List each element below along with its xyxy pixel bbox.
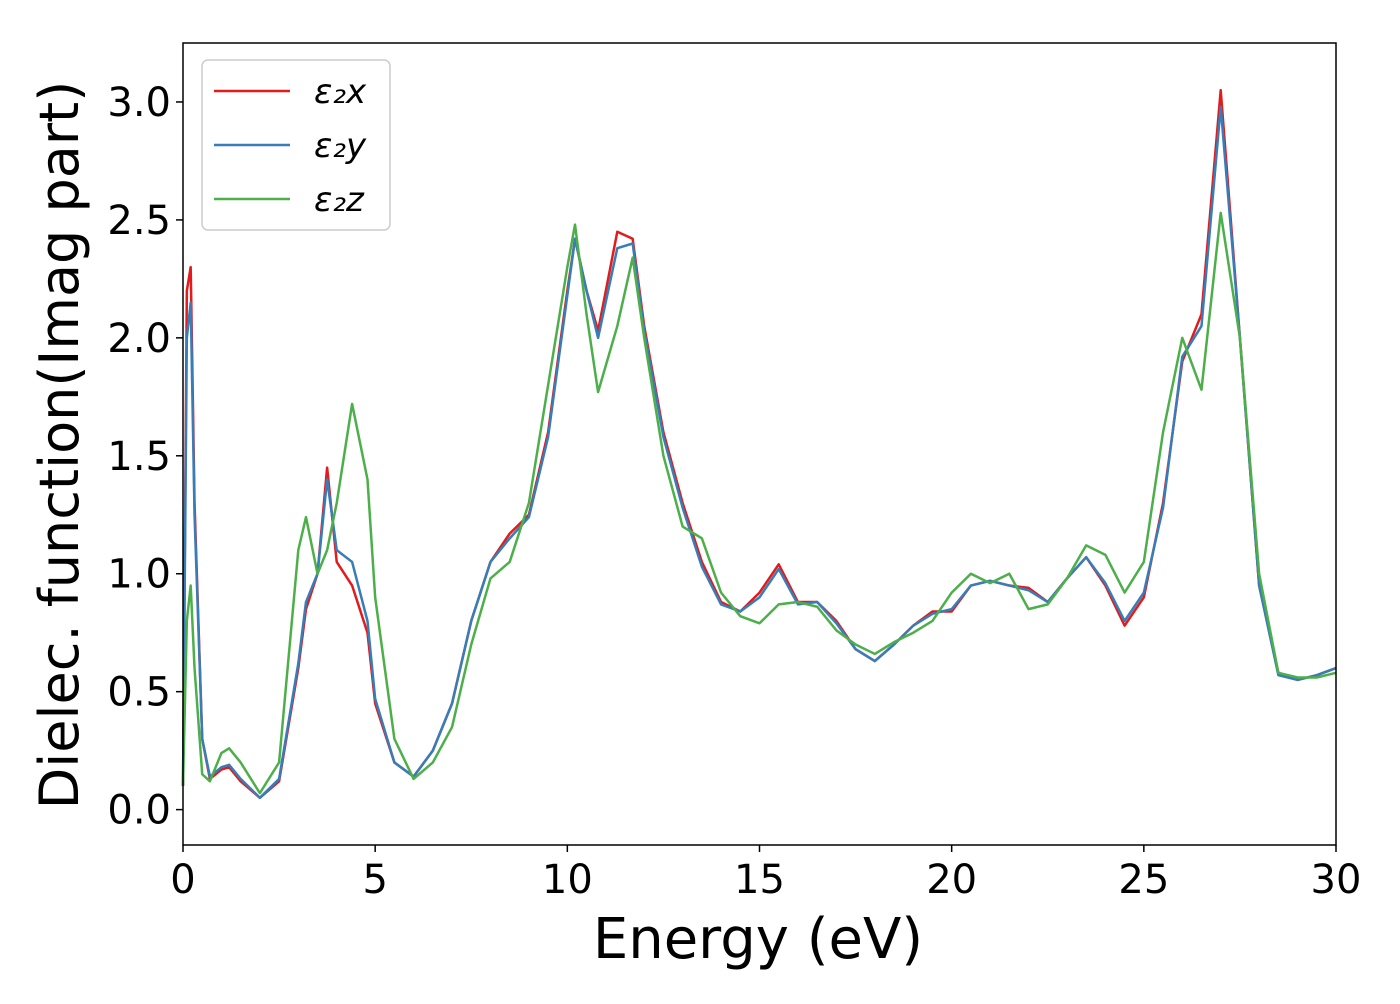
legend-label: ε₂z [314, 180, 365, 220]
x-axis-label: Energy (eV) [593, 907, 923, 972]
y-axis-label: Dielec. function(Imag part) [28, 81, 91, 810]
y-tick-label: 1.5 [107, 434, 171, 480]
y-tick-label: 1.0 [107, 552, 171, 598]
x-tick-label: 15 [734, 857, 785, 903]
plot-frame [182, 42, 1337, 846]
legend-label: ε₂x [314, 72, 367, 112]
y-tick-label: 0.5 [107, 670, 171, 716]
y-tick-label: 3.0 [107, 80, 171, 126]
line-series [181, 105, 1337, 800]
y-tick-label: 2.0 [107, 316, 171, 362]
line-series [181, 211, 1337, 795]
x-tick-label: 20 [926, 857, 977, 903]
y-tick-label: 2.5 [107, 198, 171, 244]
legend-box [201, 59, 391, 231]
x-tick-label: 5 [362, 857, 387, 903]
y-tick-label: 0.0 [107, 788, 171, 834]
x-tick-label: 0 [170, 857, 195, 903]
x-tick-label: 30 [1311, 857, 1362, 903]
x-tick-label: 25 [1118, 857, 1169, 903]
x-tick-label: 10 [542, 857, 593, 903]
legend-label: ε₂y [314, 126, 367, 166]
